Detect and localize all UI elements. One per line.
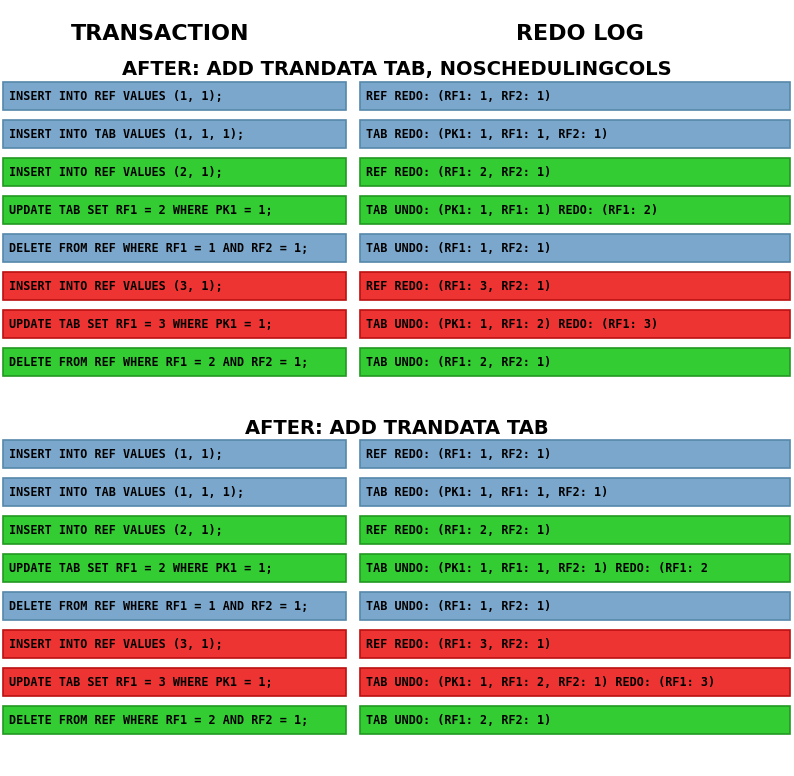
- Text: UPDATE TAB SET RF1 = 3 WHERE PK1 = 1;: UPDATE TAB SET RF1 = 3 WHERE PK1 = 1;: [9, 317, 272, 331]
- Bar: [3, 706, 346, 734]
- Bar: [3, 630, 346, 658]
- Bar: [360, 272, 790, 300]
- Bar: [360, 158, 790, 186]
- Bar: [360, 310, 790, 338]
- Bar: [360, 82, 790, 110]
- Text: TAB UNDO: (PK1: 1, RF1: 2, RF2: 1) REDO: (RF1: 3): TAB UNDO: (PK1: 1, RF1: 2, RF2: 1) REDO:…: [366, 675, 715, 688]
- Text: DELETE FROM REF WHERE RF1 = 2 AND RF2 = 1;: DELETE FROM REF WHERE RF1 = 2 AND RF2 = …: [9, 355, 308, 369]
- Text: REF REDO: (RF1: 1, RF2: 1): REF REDO: (RF1: 1, RF2: 1): [366, 89, 551, 102]
- Text: AFTER: ADD TRANDATA TAB, NOSCHEDULINGCOLS: AFTER: ADD TRANDATA TAB, NOSCHEDULINGCOL…: [122, 61, 672, 79]
- Text: AFTER: ADD TRANDATA TAB: AFTER: ADD TRANDATA TAB: [245, 418, 549, 438]
- Bar: [360, 668, 790, 696]
- Text: TAB REDO: (PK1: 1, RF1: 1, RF2: 1): TAB REDO: (PK1: 1, RF1: 1, RF2: 1): [366, 486, 608, 498]
- Text: TAB UNDO: (PK1: 1, RF1: 1, RF2: 1) REDO: (RF1: 2: TAB UNDO: (PK1: 1, RF1: 1, RF2: 1) REDO:…: [366, 562, 708, 574]
- Text: DELETE FROM REF WHERE RF1 = 1 AND RF2 = 1;: DELETE FROM REF WHERE RF1 = 1 AND RF2 = …: [9, 600, 308, 612]
- Text: TRANSACTION: TRANSACTION: [71, 24, 249, 44]
- Text: TAB UNDO: (PK1: 1, RF1: 2) REDO: (RF1: 3): TAB UNDO: (PK1: 1, RF1: 2) REDO: (RF1: 3…: [366, 317, 658, 331]
- Bar: [360, 440, 790, 468]
- Bar: [3, 554, 346, 582]
- Bar: [3, 310, 346, 338]
- Bar: [3, 516, 346, 544]
- Bar: [3, 196, 346, 224]
- Bar: [3, 592, 346, 620]
- Text: UPDATE TAB SET RF1 = 3 WHERE PK1 = 1;: UPDATE TAB SET RF1 = 3 WHERE PK1 = 1;: [9, 675, 272, 688]
- Text: REF REDO: (RF1: 2, RF2: 1): REF REDO: (RF1: 2, RF2: 1): [366, 524, 551, 536]
- Text: TAB UNDO: (PK1: 1, RF1: 1) REDO: (RF1: 2): TAB UNDO: (PK1: 1, RF1: 1) REDO: (RF1: 2…: [366, 203, 658, 217]
- Text: INSERT INTO REF VALUES (1, 1);: INSERT INTO REF VALUES (1, 1);: [9, 89, 223, 102]
- Bar: [3, 158, 346, 186]
- Text: INSERT INTO REF VALUES (3, 1);: INSERT INTO REF VALUES (3, 1);: [9, 638, 223, 650]
- Bar: [3, 120, 346, 148]
- Text: REF REDO: (RF1: 3, RF2: 1): REF REDO: (RF1: 3, RF2: 1): [366, 638, 551, 650]
- Text: TAB UNDO: (RF1: 1, RF2: 1): TAB UNDO: (RF1: 1, RF2: 1): [366, 600, 551, 612]
- Bar: [360, 196, 790, 224]
- Text: INSERT INTO REF VALUES (3, 1);: INSERT INTO REF VALUES (3, 1);: [9, 279, 223, 293]
- Text: DELETE FROM REF WHERE RF1 = 2 AND RF2 = 1;: DELETE FROM REF WHERE RF1 = 2 AND RF2 = …: [9, 713, 308, 726]
- Text: REF REDO: (RF1: 3, RF2: 1): REF REDO: (RF1: 3, RF2: 1): [366, 279, 551, 293]
- Bar: [360, 706, 790, 734]
- Bar: [360, 234, 790, 262]
- Bar: [360, 592, 790, 620]
- Text: UPDATE TAB SET RF1 = 2 WHERE PK1 = 1;: UPDATE TAB SET RF1 = 2 WHERE PK1 = 1;: [9, 203, 272, 217]
- Text: TAB UNDO: (RF1: 2, RF2: 1): TAB UNDO: (RF1: 2, RF2: 1): [366, 713, 551, 726]
- Bar: [360, 554, 790, 582]
- Text: TAB UNDO: (RF1: 1, RF2: 1): TAB UNDO: (RF1: 1, RF2: 1): [366, 241, 551, 255]
- Text: REDO LOG: REDO LOG: [516, 24, 644, 44]
- Text: UPDATE TAB SET RF1 = 2 WHERE PK1 = 1;: UPDATE TAB SET RF1 = 2 WHERE PK1 = 1;: [9, 562, 272, 574]
- Text: TAB REDO: (PK1: 1, RF1: 1, RF2: 1): TAB REDO: (PK1: 1, RF1: 1, RF2: 1): [366, 127, 608, 140]
- Bar: [360, 516, 790, 544]
- Bar: [3, 440, 346, 468]
- Bar: [3, 478, 346, 506]
- Bar: [3, 82, 346, 110]
- Bar: [3, 668, 346, 696]
- Text: INSERT INTO TAB VALUES (1, 1, 1);: INSERT INTO TAB VALUES (1, 1, 1);: [9, 127, 244, 140]
- Bar: [3, 272, 346, 300]
- Bar: [360, 478, 790, 506]
- Text: TAB UNDO: (RF1: 2, RF2: 1): TAB UNDO: (RF1: 2, RF2: 1): [366, 355, 551, 369]
- Bar: [360, 120, 790, 148]
- Text: DELETE FROM REF WHERE RF1 = 1 AND RF2 = 1;: DELETE FROM REF WHERE RF1 = 1 AND RF2 = …: [9, 241, 308, 255]
- Bar: [360, 630, 790, 658]
- Text: REF REDO: (RF1: 2, RF2: 1): REF REDO: (RF1: 2, RF2: 1): [366, 165, 551, 178]
- Text: REF REDO: (RF1: 1, RF2: 1): REF REDO: (RF1: 1, RF2: 1): [366, 448, 551, 460]
- Text: INSERT INTO TAB VALUES (1, 1, 1);: INSERT INTO TAB VALUES (1, 1, 1);: [9, 486, 244, 498]
- Text: INSERT INTO REF VALUES (1, 1);: INSERT INTO REF VALUES (1, 1);: [9, 448, 223, 460]
- Text: INSERT INTO REF VALUES (2, 1);: INSERT INTO REF VALUES (2, 1);: [9, 165, 223, 178]
- Bar: [3, 234, 346, 262]
- Bar: [3, 348, 346, 376]
- Bar: [360, 348, 790, 376]
- Text: INSERT INTO REF VALUES (2, 1);: INSERT INTO REF VALUES (2, 1);: [9, 524, 223, 536]
